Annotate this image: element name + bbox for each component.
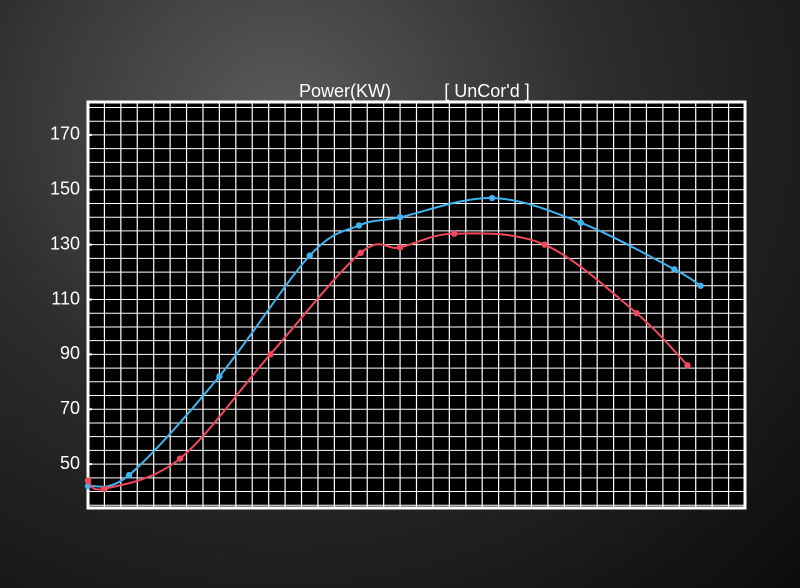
data-point [684, 362, 691, 369]
series-line [87, 232, 689, 491]
chart-title: Power(KW) [299, 81, 391, 101]
y-tick-label: 70 [60, 398, 80, 418]
y-tick-label: 170 [50, 124, 80, 144]
data-point [216, 373, 223, 380]
data-point [671, 266, 678, 273]
y-tick-label: 50 [60, 453, 80, 473]
plot-border [86, 100, 747, 510]
series-line [87, 197, 702, 488]
y-tick-label: 90 [60, 343, 80, 363]
data-point [488, 194, 496, 202]
data-point [396, 214, 404, 221]
data-point [176, 455, 184, 462]
y-tick-label: 150 [50, 179, 80, 199]
data-point [451, 230, 458, 237]
data-point [125, 471, 133, 479]
data-point [84, 477, 92, 484]
data-point [267, 351, 274, 358]
data-point [697, 282, 704, 289]
y-tick-label: 110 [51, 288, 80, 308]
data-point [101, 485, 108, 492]
data-point [541, 241, 548, 248]
y-tick-label: 130 [50, 233, 80, 253]
data-point [633, 310, 640, 317]
data-point [355, 222, 363, 229]
data-point [577, 219, 584, 226]
chart-subtitle: [ UnCor'd ] [444, 81, 529, 101]
data-point [357, 249, 364, 257]
data-point [306, 252, 313, 259]
data-point [396, 244, 404, 251]
